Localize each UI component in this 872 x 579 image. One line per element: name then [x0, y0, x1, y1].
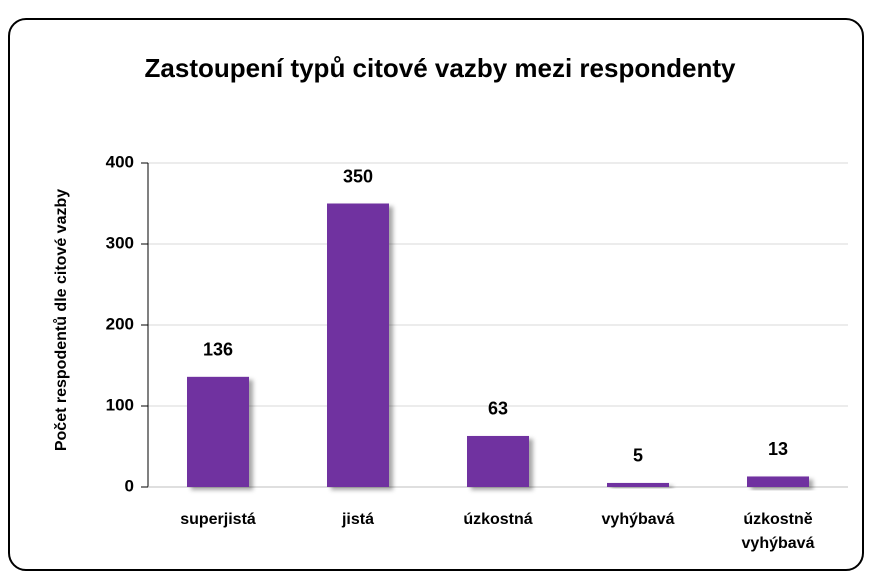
bar — [187, 376, 249, 487]
x-tick-label: úzkostná — [463, 511, 533, 528]
data-label: 136 — [203, 340, 233, 360]
chart-title: Zastoupení typů citové vazby mezi respon… — [144, 53, 736, 83]
y-tick-label: 0 — [125, 476, 134, 495]
bar — [607, 482, 669, 487]
y-tick-label: 400 — [106, 152, 134, 171]
y-axis-label: Počet respodentů dle citové vazby — [53, 189, 70, 451]
chart-frame — [8, 18, 864, 571]
data-label: 5 — [633, 446, 643, 466]
data-label: 350 — [343, 166, 373, 186]
data-label: 13 — [768, 439, 788, 459]
bar — [467, 435, 529, 487]
y-tick-label: 300 — [106, 233, 134, 252]
bar — [747, 476, 809, 487]
y-tick-label: 100 — [106, 395, 134, 414]
bar — [327, 203, 389, 487]
x-tick-label: úzkostně vyhýbavá — [741, 511, 815, 552]
y-tick-label: 200 — [106, 314, 134, 333]
x-tick-label: jistá — [341, 511, 374, 528]
x-tick-label: vyhýbavá — [601, 511, 675, 528]
data-label: 63 — [488, 399, 508, 419]
x-tick-label: superjistá — [180, 511, 256, 528]
